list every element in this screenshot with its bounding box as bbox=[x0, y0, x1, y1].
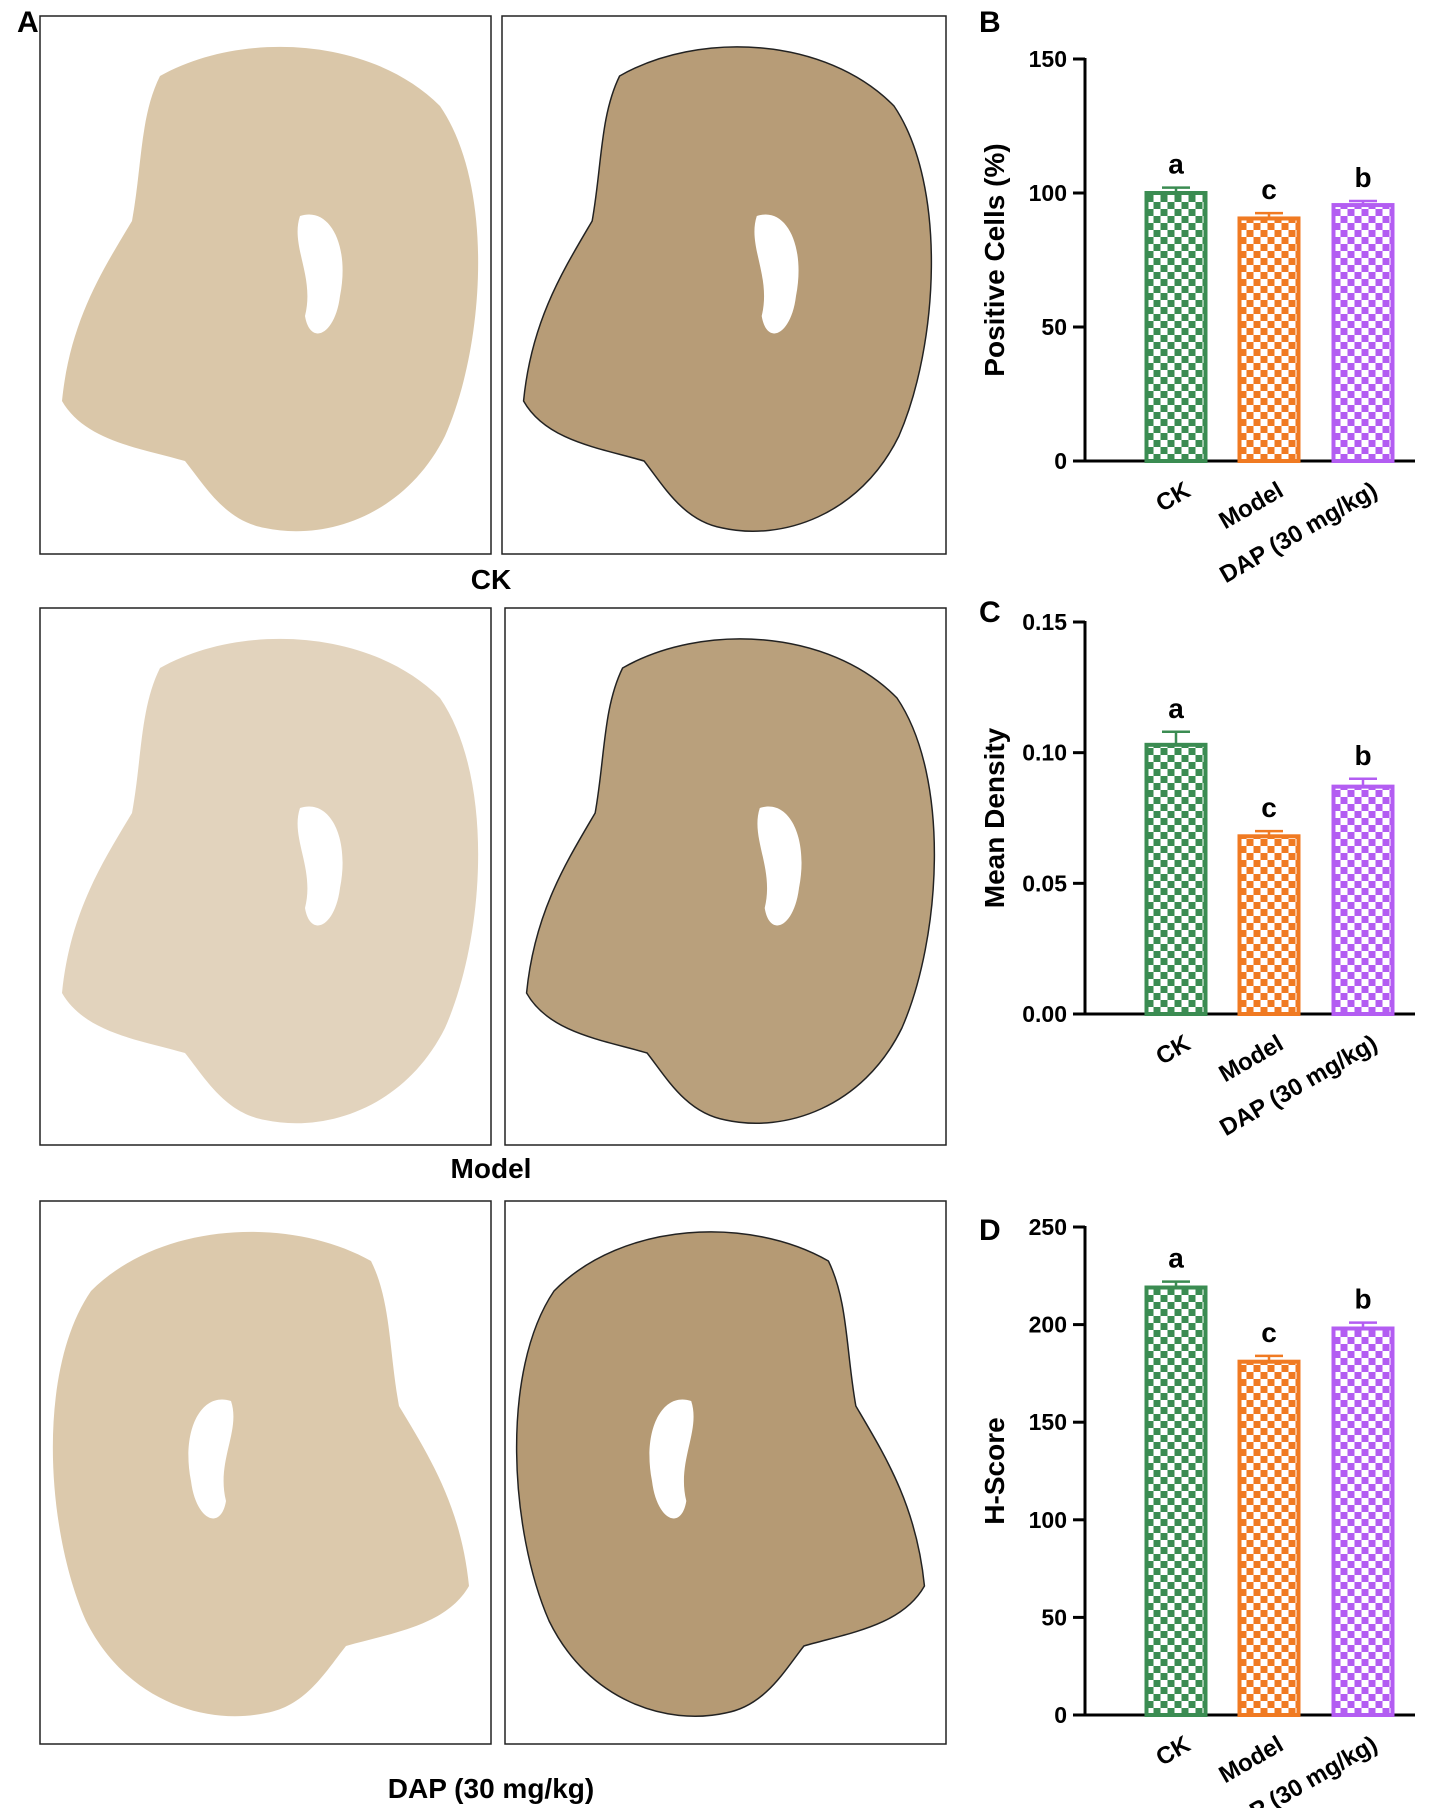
y-axis-label: Mean Density bbox=[979, 727, 1010, 908]
y-tick-label: 50 bbox=[1041, 1604, 1067, 1630]
significance-letter: c bbox=[1261, 1317, 1277, 1348]
x-tick-label: CK bbox=[1151, 1029, 1195, 1070]
y-tick-label: 0.15 bbox=[1022, 609, 1067, 635]
y-tick-label: 200 bbox=[1029, 1312, 1067, 1338]
panel-letter: C bbox=[979, 596, 1001, 629]
y-tick-label: 250 bbox=[1029, 1214, 1067, 1240]
error-bar bbox=[1162, 730, 1190, 745]
image-frame bbox=[504, 607, 947, 1146]
y-tick-label: 0.10 bbox=[1022, 740, 1067, 766]
image-frame bbox=[501, 15, 947, 555]
bar bbox=[1237, 216, 1301, 463]
bar bbox=[1144, 1285, 1208, 1717]
y-axis-label: H-Score bbox=[979, 1417, 1010, 1524]
group-label: DAP (30 mg/kg) bbox=[388, 1773, 594, 1804]
error-bar bbox=[1162, 186, 1190, 193]
tissue-image bbox=[525, 638, 936, 1125]
x-tick-label: Model bbox=[1214, 1731, 1288, 1789]
tissue-image bbox=[515, 1231, 926, 1718]
group-label: CK bbox=[471, 564, 511, 595]
bar bbox=[1237, 834, 1301, 1016]
image-frame bbox=[39, 15, 492, 555]
error-bar bbox=[1255, 1354, 1283, 1362]
image-frame bbox=[39, 607, 492, 1146]
y-tick-label: 150 bbox=[1029, 46, 1067, 72]
y-tick-label: 100 bbox=[1029, 1507, 1067, 1533]
error-bar bbox=[1255, 829, 1283, 837]
bar bbox=[1331, 203, 1395, 463]
x-tick-label: DAP (30 mg/kg) bbox=[1215, 477, 1382, 589]
error-bar bbox=[1349, 777, 1377, 787]
significance-letter: c bbox=[1261, 792, 1277, 823]
significance-letter: a bbox=[1168, 1243, 1184, 1274]
panel-letter: A bbox=[17, 6, 39, 39]
y-axis-label: Positive Cells (%) bbox=[979, 143, 1010, 376]
x-tick-label: CK bbox=[1151, 476, 1195, 517]
y-tick-label: 0.05 bbox=[1022, 870, 1067, 896]
significance-letter: c bbox=[1261, 174, 1277, 205]
y-tick-label: 100 bbox=[1029, 180, 1067, 206]
panel-letter: B bbox=[979, 6, 1001, 39]
error-bar bbox=[1349, 1321, 1377, 1329]
bar bbox=[1144, 742, 1208, 1016]
error-bar bbox=[1162, 1280, 1190, 1288]
bar bbox=[1237, 1359, 1301, 1717]
y-tick-label: 50 bbox=[1041, 314, 1067, 340]
tissue-image bbox=[62, 46, 479, 532]
significance-letter: b bbox=[1354, 162, 1371, 193]
significance-letter: b bbox=[1354, 740, 1371, 771]
error-bar bbox=[1255, 211, 1283, 219]
panel-letter: D bbox=[979, 1214, 1001, 1247]
bar bbox=[1331, 1326, 1395, 1718]
significance-letter: a bbox=[1168, 693, 1184, 724]
group-label: Model bbox=[451, 1153, 532, 1184]
y-tick-label: 0.00 bbox=[1022, 1001, 1067, 1027]
y-tick-label: 150 bbox=[1029, 1409, 1067, 1435]
x-tick-label: CK bbox=[1151, 1730, 1195, 1771]
tissue-image bbox=[522, 46, 933, 533]
error-bar bbox=[1349, 199, 1377, 206]
image-frame bbox=[39, 1200, 492, 1745]
x-tick-label: Model bbox=[1214, 1030, 1288, 1088]
x-tick-label: Model bbox=[1214, 477, 1288, 535]
tissue-image bbox=[52, 1231, 469, 1717]
bar bbox=[1144, 191, 1208, 463]
tissue-image bbox=[62, 638, 479, 1124]
y-tick-label: 0 bbox=[1054, 1702, 1067, 1728]
bar bbox=[1331, 784, 1395, 1017]
x-tick-label: DAP (30 mg/kg) bbox=[1215, 1030, 1382, 1142]
significance-letter: a bbox=[1168, 149, 1184, 180]
significance-letter: b bbox=[1354, 1284, 1371, 1315]
y-tick-label: 0 bbox=[1054, 448, 1067, 474]
image-frame bbox=[504, 1200, 947, 1745]
